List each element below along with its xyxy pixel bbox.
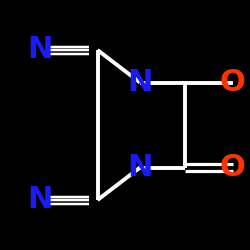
- Text: N: N: [127, 68, 153, 97]
- Text: O: O: [220, 68, 246, 97]
- Text: N: N: [127, 153, 153, 182]
- Text: N: N: [27, 186, 53, 214]
- Text: N: N: [27, 36, 53, 64]
- Text: O: O: [220, 153, 246, 182]
